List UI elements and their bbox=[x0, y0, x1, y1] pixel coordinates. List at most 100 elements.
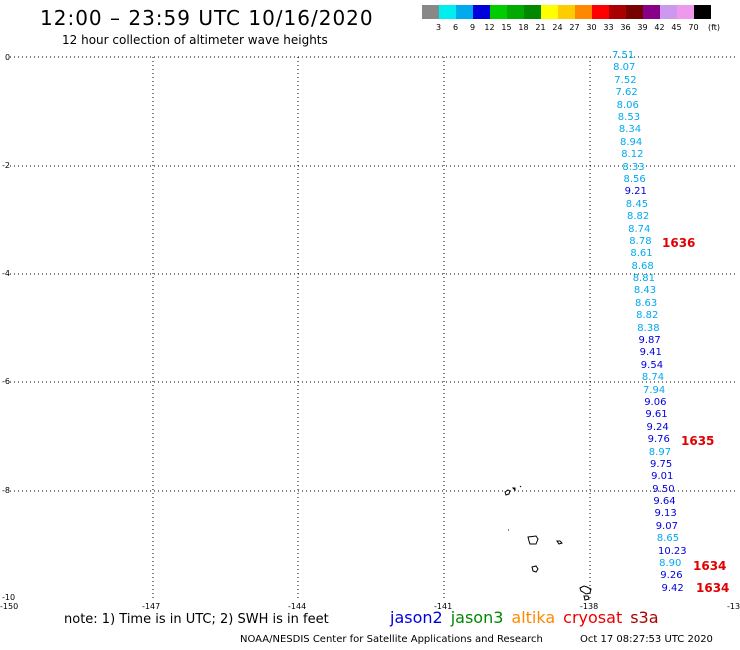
wave-height-value: 8.82 bbox=[636, 310, 659, 322]
x-axis-label: -13 bbox=[727, 602, 740, 611]
wave-height-value: 8.12 bbox=[621, 149, 644, 161]
wave-height-value: 7.51 bbox=[612, 50, 635, 61]
credit-line: NOAA/NESDIS Center for Satellite Applica… bbox=[240, 634, 543, 645]
wave-height-value: 9.06 bbox=[644, 396, 667, 408]
wave-height-value: 8.56 bbox=[623, 173, 646, 185]
wave-height-value: 7.94 bbox=[643, 384, 666, 396]
wave-height-value: 9.07 bbox=[655, 520, 678, 532]
wave-height-value: 8.06 bbox=[616, 99, 639, 111]
color-swatch bbox=[439, 5, 456, 19]
satellite-legend: jason2 jason3 altika cryosat s3a bbox=[390, 608, 667, 627]
wave-height-value: 8.90 bbox=[659, 558, 682, 569]
time-marker: 1636 bbox=[662, 236, 696, 250]
wave-height-value: 8.97 bbox=[648, 446, 672, 458]
wave-height-value: 9.61 bbox=[645, 409, 668, 421]
wave-height-value: 8.33 bbox=[622, 161, 645, 173]
color-swatch bbox=[575, 5, 592, 19]
wave-height-value: 8.65 bbox=[656, 533, 680, 545]
island-shape bbox=[527, 535, 539, 545]
color-swatch bbox=[473, 5, 490, 19]
wave-height-value: 8.78 bbox=[629, 235, 652, 247]
wave-height-value: 8.34 bbox=[618, 124, 642, 136]
wave-height-value: 7.62 bbox=[615, 87, 638, 99]
map-grid bbox=[10, 56, 735, 600]
wave-height-value: 8.94 bbox=[620, 136, 643, 148]
island-shape bbox=[531, 565, 539, 573]
wave-height-value: 9.50 bbox=[652, 483, 675, 495]
color-scale-label: 24 bbox=[552, 23, 563, 32]
wave-height-value: 8.82 bbox=[627, 211, 650, 223]
footer-note: note: 1) Time is in UTC; 2) SWH is in fe… bbox=[64, 612, 329, 627]
color-scale-label: 3 bbox=[435, 23, 442, 32]
color-swatch bbox=[677, 5, 694, 19]
color-swatch bbox=[592, 5, 609, 19]
wave-height-value: 9.21 bbox=[624, 186, 647, 198]
color-scale-label: 6 bbox=[452, 23, 459, 32]
chart-subtitle: 12 hour collection of altimeter wave hei… bbox=[62, 33, 328, 47]
wave-height-value: 9.87 bbox=[638, 335, 661, 346]
color-scale-label: 70 bbox=[688, 23, 699, 32]
wave-height-value: 9.42 bbox=[661, 582, 684, 594]
color-scale-label: 21 bbox=[535, 23, 546, 32]
color-scale-label: 42 bbox=[654, 23, 665, 32]
x-axis-label: -144 bbox=[288, 602, 307, 611]
color-swatch bbox=[558, 5, 575, 19]
wave-height-value: 8.63 bbox=[635, 297, 658, 309]
color-swatch bbox=[609, 5, 626, 19]
wave-height-value: 8.74 bbox=[641, 372, 665, 384]
color-swatch bbox=[507, 5, 524, 19]
satellite-label-altika: altika bbox=[511, 608, 556, 627]
wave-height-value: 8.07 bbox=[613, 62, 636, 74]
satellite-label-s3a: s3a bbox=[630, 608, 659, 627]
color-scale-label: 18 bbox=[518, 23, 529, 32]
color-scale-label: 36 bbox=[620, 23, 631, 32]
y-axis-label: -6 bbox=[2, 377, 10, 386]
color-swatch bbox=[456, 5, 473, 19]
wave-height-value: 8.81 bbox=[632, 273, 655, 284]
x-axis-label: -138 bbox=[580, 602, 599, 611]
island-shape bbox=[583, 595, 590, 601]
color-swatch bbox=[541, 5, 558, 19]
wave-height-value: 9.13 bbox=[654, 508, 677, 520]
island-shape bbox=[556, 540, 563, 545]
color-scale-label: 12 bbox=[484, 23, 495, 32]
color-swatch bbox=[422, 5, 439, 19]
x-axis-label: -141 bbox=[434, 602, 453, 611]
wave-height-value: 8.53 bbox=[617, 112, 641, 123]
color-swatch bbox=[626, 5, 643, 19]
time-marker: 1634 bbox=[696, 581, 730, 595]
island-shape bbox=[511, 487, 516, 492]
time-marker: 1634 bbox=[693, 559, 727, 573]
y-axis-label: -10 bbox=[2, 593, 16, 602]
satellite-label-cryosat: cryosat bbox=[563, 608, 623, 627]
chart-title: 12:00 – 23:59 UTC 10/16/2020 bbox=[40, 6, 374, 30]
y-axis-label: -2 bbox=[2, 161, 10, 170]
color-swatch bbox=[524, 5, 541, 19]
wave-height-value: 9.54 bbox=[640, 359, 664, 371]
color-scale-label: 45 bbox=[671, 23, 682, 32]
island-shape bbox=[504, 489, 511, 496]
wave-height-value: 8.74 bbox=[628, 223, 651, 235]
wave-height-value: 9.41 bbox=[639, 347, 662, 359]
wave-height-value: 7.52 bbox=[614, 74, 637, 86]
color-swatch bbox=[490, 5, 507, 19]
wave-height-value: 8.38 bbox=[637, 322, 660, 334]
color-swatch bbox=[694, 5, 711, 19]
y-axis-label: 0 bbox=[5, 53, 11, 62]
wave-height-value: 9.64 bbox=[653, 496, 676, 507]
wave-height-value: 9.75 bbox=[650, 458, 673, 470]
color-scale-label: 9 bbox=[469, 23, 476, 32]
wave-height-value: 8.45 bbox=[625, 198, 649, 210]
wave-height-value: 8.68 bbox=[631, 260, 654, 272]
x-axis-label: -150 bbox=[0, 602, 19, 611]
color-scale-unit: (ft) bbox=[707, 23, 721, 32]
y-axis-label: -4 bbox=[2, 269, 10, 278]
color-scale-label: 27 bbox=[569, 23, 580, 32]
satellite-label-jason3: jason3 bbox=[450, 608, 504, 627]
color-scale-label: 15 bbox=[501, 23, 512, 32]
color-scale-label: 30 bbox=[586, 23, 597, 32]
time-marker: 1635 bbox=[681, 434, 715, 448]
wave-height-value: 9.26 bbox=[660, 570, 683, 582]
wave-height-value: 9.01 bbox=[651, 471, 674, 483]
